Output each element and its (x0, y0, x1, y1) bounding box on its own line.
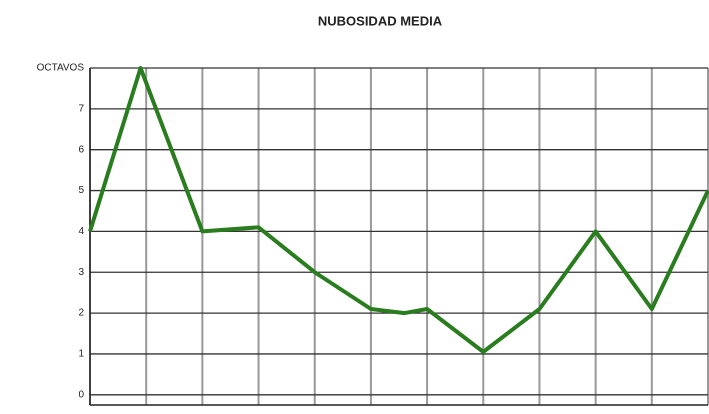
y-tick-label: 5 (78, 185, 84, 196)
y-tick-label: 2 (78, 308, 84, 319)
y-tick-label: 1 (78, 349, 84, 360)
y-tick-label: 0 (78, 389, 84, 400)
y-tick-label: 7 (78, 103, 84, 114)
y-tick-label: 6 (78, 144, 84, 155)
chart-title: NUBOSIDAD MEDIA (318, 13, 443, 28)
y-tick-label: OCTAVOS (37, 63, 85, 74)
data-line (88, 66, 709, 354)
y-tick-label: 4 (78, 226, 84, 237)
y-tick-label: 3 (78, 267, 84, 278)
